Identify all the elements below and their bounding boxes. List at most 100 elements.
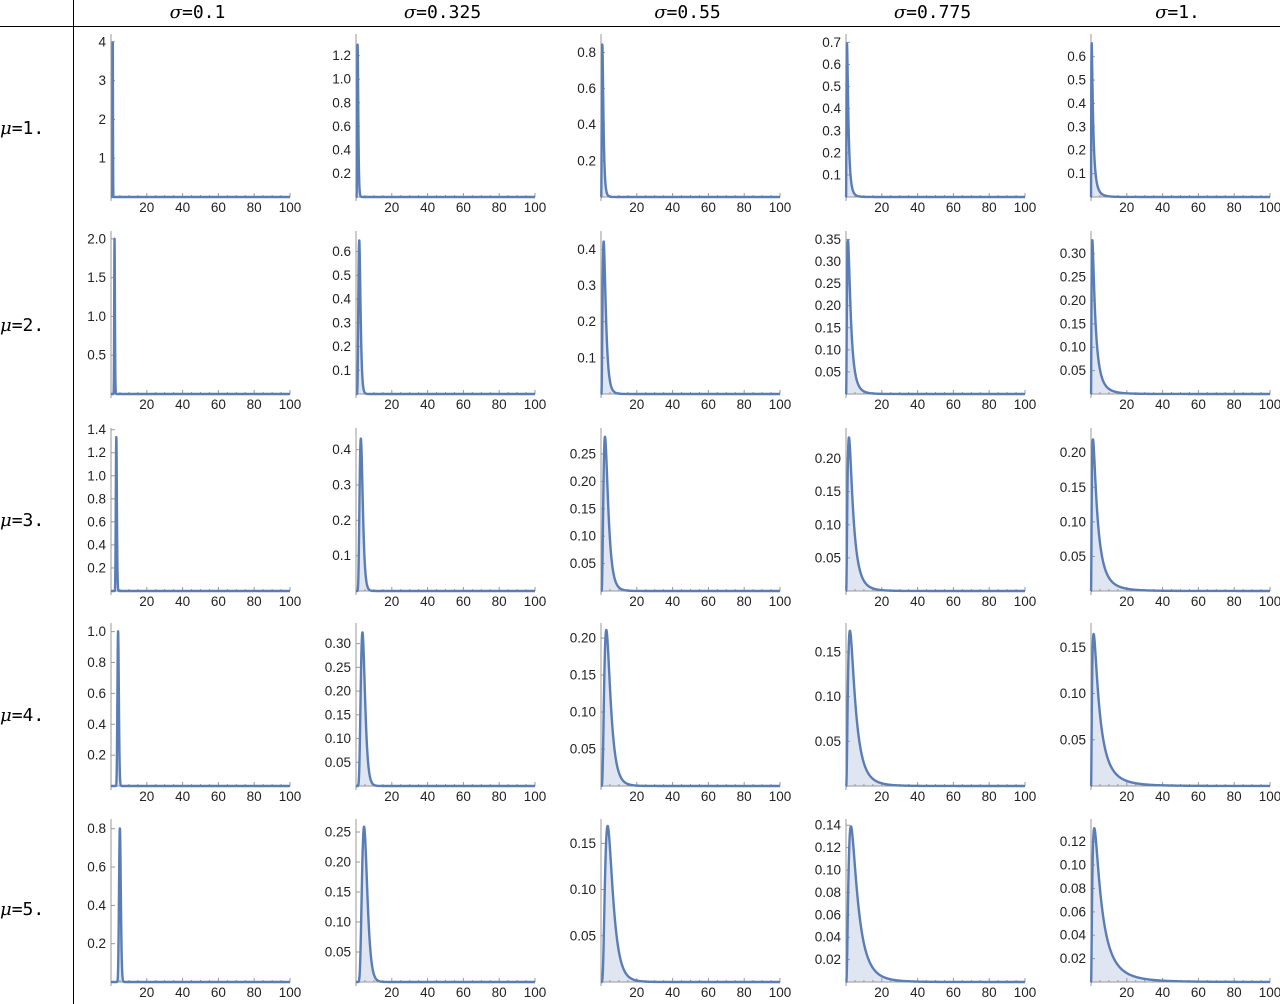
density-line bbox=[1089, 632, 1271, 788]
y-tick-label: 0.02 bbox=[1060, 951, 1086, 966]
density-line bbox=[599, 824, 781, 984]
y-tick-label: 0.10 bbox=[815, 689, 841, 704]
x-tick-label: 40 bbox=[665, 200, 680, 215]
y-tick-label: 0.15 bbox=[325, 885, 351, 900]
y-tick-label: 0.25 bbox=[1060, 270, 1086, 285]
x-tick-label: 60 bbox=[456, 789, 471, 804]
y-tick-label: 0.20 bbox=[1060, 293, 1086, 308]
y-tick-label: 0.05 bbox=[570, 928, 596, 943]
plot-panel: 20 40 60 80 100 0.1 0.2 0.3 0.4 0.5 0.6 bbox=[1067, 34, 1280, 215]
y-tick-label: 0.05 bbox=[325, 755, 351, 770]
x-tick-label: 80 bbox=[737, 985, 752, 1000]
y-tick-label: 1.5 bbox=[87, 270, 106, 285]
column-header-sigma-2: σ=0.325 bbox=[403, 2, 482, 23]
y-tick-label: 1.4 bbox=[87, 422, 106, 437]
x-tick-label: 60 bbox=[701, 789, 716, 804]
x-tick-label: 20 bbox=[874, 594, 889, 609]
x-tick-label: 40 bbox=[910, 985, 925, 1000]
y-tick-label: 1.0 bbox=[87, 624, 106, 639]
y-tick-label: 0.3 bbox=[332, 315, 351, 330]
density-line bbox=[354, 825, 536, 984]
y-tick-label: 0.5 bbox=[1067, 73, 1086, 88]
plot-panel: 20 40 60 80 100 0.02 0.04 0.06 0.08 0.10 0.12 0.14 bbox=[815, 818, 1037, 1000]
x-tick-label: 100 bbox=[769, 789, 792, 804]
plot-panel: 20 40 60 80 100 0.05 0.10 0.15 0.20 0.25 bbox=[570, 428, 791, 609]
y-tick-label: 0.35 bbox=[815, 232, 841, 247]
y-tick-label: 0.10 bbox=[325, 915, 351, 930]
y-tick-label: 0.1 bbox=[577, 350, 596, 365]
plot-panel: 20 40 60 80 100 0.05 0.10 0.15 bbox=[570, 819, 792, 1000]
column-header-sigma-1: σ=0.1 bbox=[169, 2, 226, 23]
x-tick-label: 80 bbox=[492, 594, 507, 609]
density-fill bbox=[111, 42, 290, 197]
x-tick-label: 80 bbox=[982, 594, 997, 609]
density-fill bbox=[601, 826, 780, 982]
x-tick-label: 60 bbox=[701, 397, 716, 412]
x-tick-label: 20 bbox=[139, 594, 154, 609]
y-tick-label: 0.12 bbox=[815, 840, 841, 855]
density-fill bbox=[1091, 43, 1270, 197]
x-tick-label: 40 bbox=[420, 594, 435, 609]
x-tick-label: 40 bbox=[420, 200, 435, 215]
x-tick-label: 60 bbox=[701, 200, 716, 215]
x-tick-label: 100 bbox=[769, 985, 792, 1000]
x-tick-label: 80 bbox=[1227, 594, 1242, 609]
y-tick-label: 1.0 bbox=[87, 468, 106, 483]
row-header-mu-2: μ=2. bbox=[0, 315, 45, 336]
density-fill bbox=[601, 44, 780, 197]
y-tick-label: 0.15 bbox=[1060, 480, 1086, 495]
y-tick-label: 0.20 bbox=[325, 684, 351, 699]
x-tick-label: 40 bbox=[175, 985, 190, 1000]
x-tick-label: 100 bbox=[524, 789, 547, 804]
density-line bbox=[844, 239, 1026, 396]
row-header-mu-4: μ=4. bbox=[0, 705, 45, 726]
x-tick-label: 60 bbox=[456, 594, 471, 609]
plot-panel: 20 40 60 80 100 0.05 0.10 0.15 bbox=[1060, 623, 1280, 804]
y-tick-label: 0.4 bbox=[87, 898, 106, 913]
x-tick-label: 80 bbox=[492, 789, 507, 804]
plot-panel: 20 40 60 80 100 0.02 0.04 0.06 0.08 0.10 0.12 bbox=[1060, 819, 1280, 1000]
x-tick-label: 40 bbox=[665, 985, 680, 1000]
density-fill bbox=[111, 238, 290, 394]
x-tick-label: 40 bbox=[175, 397, 190, 412]
y-tick-label: 0.6 bbox=[822, 57, 841, 72]
header-rule bbox=[0, 26, 1280, 27]
x-tick-label: 40 bbox=[910, 397, 925, 412]
x-tick-label: 80 bbox=[982, 985, 997, 1000]
y-tick-label: 2.0 bbox=[87, 231, 106, 246]
x-tick-label: 80 bbox=[1227, 789, 1242, 804]
x-tick-label: 100 bbox=[1014, 985, 1037, 1000]
row-header-mu-3: μ=3. bbox=[0, 510, 45, 531]
y-tick-label: 0.6 bbox=[577, 81, 596, 96]
y-tick-label: 0.4 bbox=[332, 142, 351, 157]
y-tick-label: 0.10 bbox=[1060, 514, 1086, 529]
y-tick-label: 0.08 bbox=[815, 885, 841, 900]
y-tick-label: 0.05 bbox=[1060, 363, 1086, 378]
y-tick-label: 0.4 bbox=[1067, 96, 1086, 111]
density-line bbox=[109, 237, 291, 396]
x-tick-label: 40 bbox=[1155, 985, 1170, 1000]
x-tick-label: 80 bbox=[737, 397, 752, 412]
plot-panel: 20 40 60 80 100 0.1 0.2 0.3 0.4 bbox=[332, 428, 546, 609]
x-tick-label: 40 bbox=[420, 789, 435, 804]
density-line bbox=[599, 240, 781, 396]
y-tick-label: 0.15 bbox=[815, 645, 841, 660]
density-fill bbox=[111, 437, 290, 591]
density-line bbox=[109, 827, 291, 984]
plot-panel: 20 40 60 80 100 0.5 1.0 1.5 2.0 bbox=[87, 231, 301, 412]
x-tick-label: 20 bbox=[1119, 397, 1134, 412]
x-tick-label: 60 bbox=[946, 985, 961, 1000]
x-tick-label: 100 bbox=[279, 985, 302, 1000]
x-tick-label: 20 bbox=[874, 200, 889, 215]
density-line bbox=[354, 239, 536, 396]
x-tick-label: 20 bbox=[384, 200, 399, 215]
x-tick-label: 100 bbox=[1014, 594, 1037, 609]
density-fill bbox=[601, 241, 780, 394]
density-line bbox=[1089, 42, 1271, 199]
y-tick-label: 0.04 bbox=[1060, 928, 1087, 943]
x-tick-label: 60 bbox=[211, 985, 226, 1000]
x-tick-label: 60 bbox=[211, 200, 226, 215]
y-tick-label: 0.02 bbox=[815, 952, 841, 967]
y-tick-label: 1.2 bbox=[87, 445, 106, 460]
y-tick-label: 0.15 bbox=[1060, 316, 1086, 331]
